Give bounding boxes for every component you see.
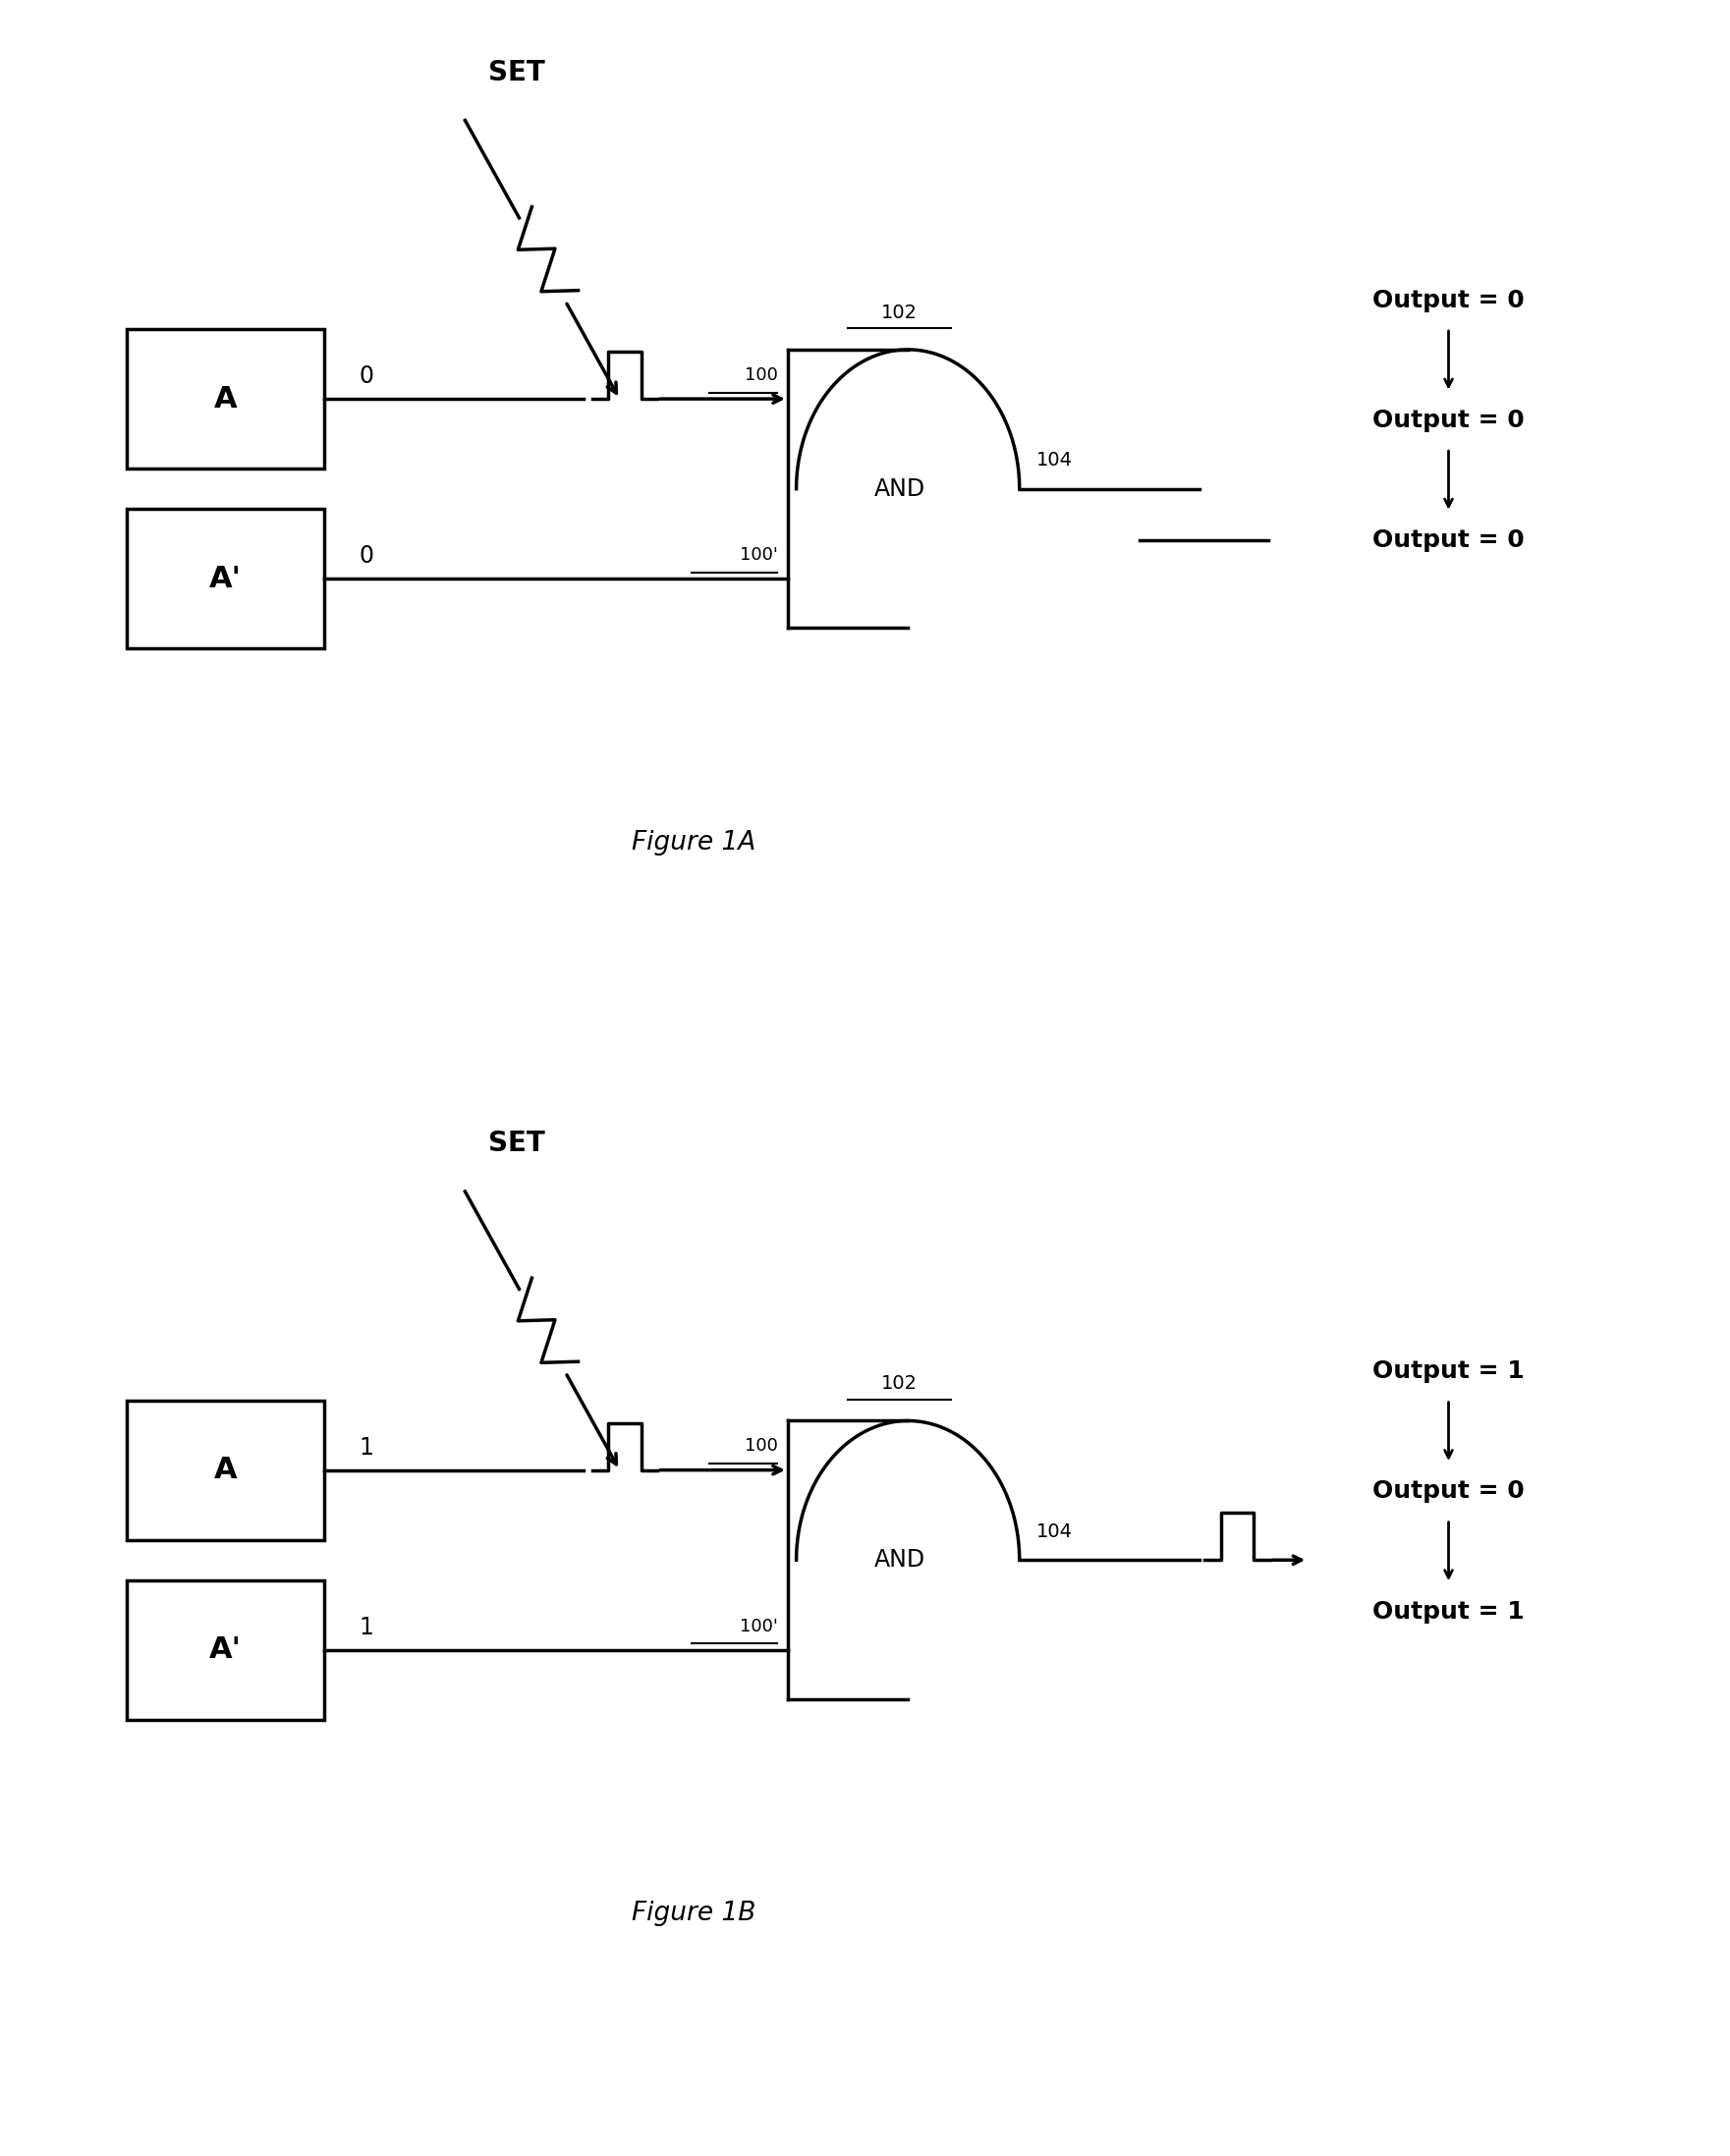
Text: SET: SET bbox=[488, 58, 545, 86]
Text: Output = 0: Output = 0 bbox=[1372, 1479, 1524, 1503]
Bar bbox=[126, 509, 324, 649]
Text: Output = 0: Output = 0 bbox=[1372, 289, 1524, 313]
Text: Output = 1: Output = 1 bbox=[1372, 1600, 1524, 1623]
Text: A': A' bbox=[209, 1636, 242, 1664]
Text: SET: SET bbox=[488, 1130, 545, 1158]
Text: Output = 0: Output = 0 bbox=[1372, 528, 1524, 552]
Text: 0: 0 bbox=[358, 545, 374, 569]
Text: 0: 0 bbox=[358, 364, 374, 388]
Text: A': A' bbox=[209, 565, 242, 593]
Bar bbox=[126, 330, 324, 468]
Text: 100': 100' bbox=[739, 545, 777, 565]
Text: 102: 102 bbox=[881, 304, 917, 321]
Text: 100': 100' bbox=[739, 1617, 777, 1634]
Text: 102: 102 bbox=[881, 1373, 917, 1393]
Text: Figure 1B: Figure 1B bbox=[631, 1902, 756, 1925]
Text: 104: 104 bbox=[1036, 451, 1073, 470]
Text: 104: 104 bbox=[1036, 1522, 1073, 1542]
Text: Figure 1A: Figure 1A bbox=[631, 830, 756, 856]
Text: A: A bbox=[215, 384, 237, 414]
Text: 1: 1 bbox=[358, 1615, 374, 1639]
Text: AND: AND bbox=[874, 476, 926, 500]
Bar bbox=[126, 1401, 324, 1539]
Text: 100: 100 bbox=[744, 367, 777, 384]
Text: AND: AND bbox=[874, 1548, 926, 1572]
Text: 100: 100 bbox=[744, 1438, 777, 1455]
Text: A: A bbox=[215, 1455, 237, 1483]
Text: Output = 1: Output = 1 bbox=[1372, 1360, 1524, 1384]
Text: 1: 1 bbox=[358, 1436, 374, 1460]
Text: Output = 0: Output = 0 bbox=[1372, 407, 1524, 431]
Bar bbox=[126, 1580, 324, 1720]
